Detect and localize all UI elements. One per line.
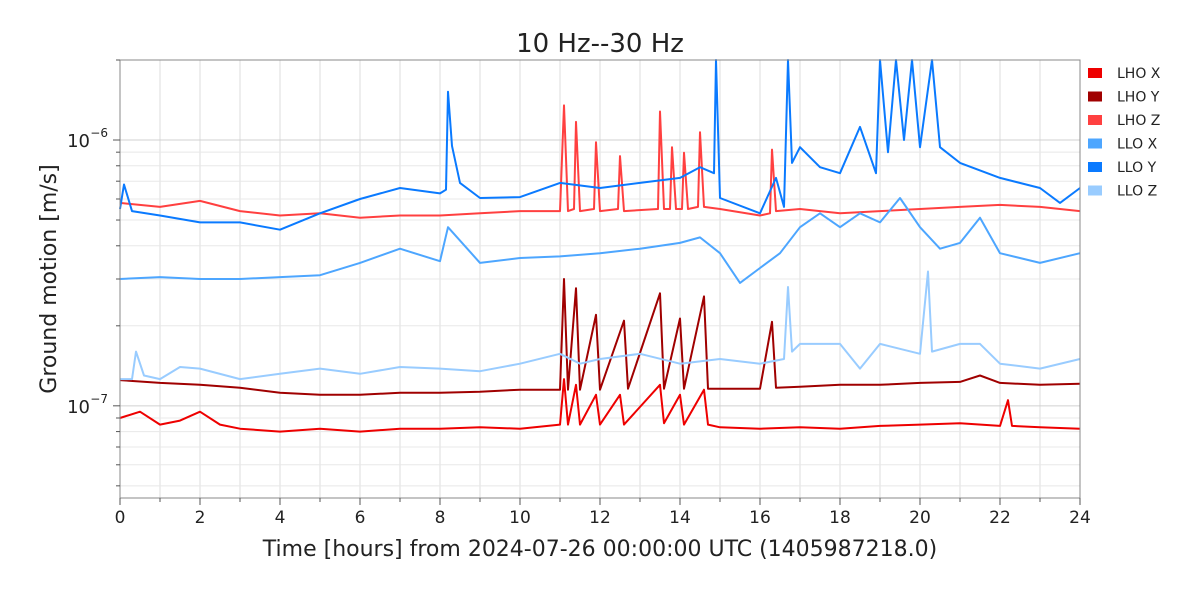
- x-tick-label: 6: [355, 508, 366, 528]
- legend-swatch: [1088, 68, 1102, 78]
- legend-swatch: [1088, 138, 1102, 149]
- legend-label: LLO Z: [1117, 184, 1157, 200]
- x-tick-label: 20: [909, 508, 931, 528]
- y-tick-exponent: −6: [90, 126, 108, 140]
- series-lines: [119, 59, 1081, 433]
- series-line-llo-y: [119, 59, 1081, 231]
- series-line-lho-y: [119, 278, 1081, 396]
- legend-label: LLO X: [1117, 137, 1158, 153]
- legend-swatch: [1088, 91, 1102, 102]
- x-tick-label: 12: [589, 508, 611, 528]
- x-tick-label: 2: [195, 508, 206, 528]
- legend-label: LHO Y: [1117, 90, 1160, 106]
- legend-label: LHO X: [1117, 66, 1161, 82]
- series-line-llo-x: [119, 197, 1081, 284]
- x-tick-label: 8: [435, 508, 446, 528]
- y-tick-label: 10: [67, 397, 90, 418]
- x-tick-label: 0: [115, 508, 126, 528]
- x-axis-label: Time [hours] from 2024-07-26 00:00:00 UT…: [262, 537, 937, 562]
- x-tick-label: 18: [829, 508, 851, 528]
- legend: LHO X LHO Y LHO Z LLO X LLO Y LLO Z: [1088, 66, 1161, 200]
- series-line-lho-z: [119, 104, 1081, 219]
- grid: [119, 59, 1081, 498]
- x-tick-label: 10: [509, 508, 531, 528]
- legend-label: LLO Y: [1117, 160, 1157, 176]
- legend-swatch: [1088, 185, 1102, 196]
- x-tick-label: 22: [989, 508, 1011, 528]
- series-line-lho-x: [119, 378, 1081, 433]
- legend-swatch: [1088, 162, 1102, 172]
- y-tick-label: 10: [67, 131, 90, 152]
- x-tick-label: 24: [1069, 508, 1091, 528]
- x-tick-label: 16: [749, 508, 771, 528]
- series-line-llo-z: [120, 270, 1081, 381]
- x-tick-label: 14: [669, 508, 691, 528]
- y-axis-label: Ground motion [m/s]: [37, 164, 62, 393]
- legend-label: LHO Z: [1117, 113, 1160, 129]
- legend-swatch: [1088, 115, 1102, 125]
- x-tick-label: 4: [275, 508, 286, 528]
- y-tick-exponent: −7: [90, 392, 108, 406]
- chart-title: 10 Hz--30 Hz: [516, 29, 684, 59]
